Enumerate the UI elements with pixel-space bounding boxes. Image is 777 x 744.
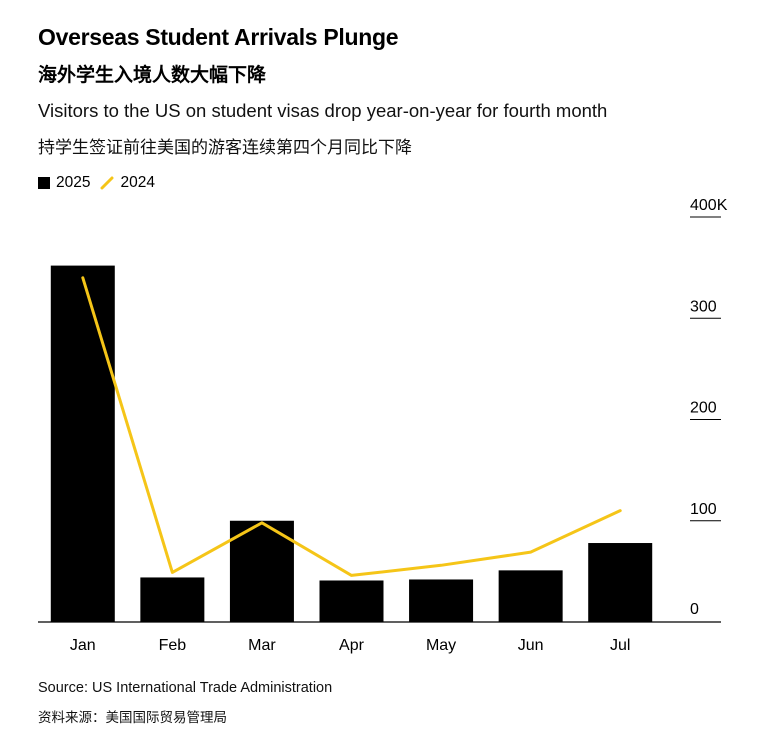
legend: 2025 2024 [38,172,165,194]
legend-item-2024: 2024 [100,174,155,192]
legend-label-2025: 2025 [56,174,91,191]
chart-title-chinese: 海外学生入境人数大幅下降 [38,64,267,86]
y-tick-label: 0 [690,601,699,618]
bar-2025-may [409,579,474,622]
bar-2025-apr [319,580,384,622]
bar-2025-jul [588,543,653,622]
legend-label-2024: 2024 [120,174,155,191]
chart-title: Overseas Student Arrivals Plunge [38,24,399,50]
bar-line-chart: 0 100 200 300 400K Jan Feb Mar Apr May Jun Jul [38,197,728,654]
line-swatch-icon [100,176,114,190]
y-tick-label: 200 [690,400,717,417]
y-tick-label: 400K [690,197,728,214]
x-tick-label: Jul [610,637,630,654]
bar-2025-jan [50,265,115,622]
x-tick-label: Jan [70,637,96,654]
y-tick-label: 100 [690,501,717,518]
chart-subtitle-chinese: 持学生签证前往美国的游客连续第四个月同比下降 [38,138,412,158]
bar-2025-mar [229,520,294,622]
line-2024 [81,276,622,577]
bar-2025-feb [140,577,205,622]
legend-item-2025: 2025 [38,174,90,192]
x-tick-label: Jun [518,637,544,654]
source-note-chinese: 资料来源：美国国际贸易管理局 [38,710,227,726]
bar-swatch-icon [38,177,50,189]
chart-subtitle: Visitors to the US on student visas drop… [38,100,608,121]
x-tick-label: Apr [339,637,365,654]
source-note: Source: US International Trade Administr… [38,680,333,696]
x-tick-label: Feb [159,637,187,654]
y-tick-label: 300 [690,298,717,315]
bar-2025-jun [498,570,563,622]
x-tick-label: May [426,637,456,654]
x-tick-label: Mar [248,637,276,654]
